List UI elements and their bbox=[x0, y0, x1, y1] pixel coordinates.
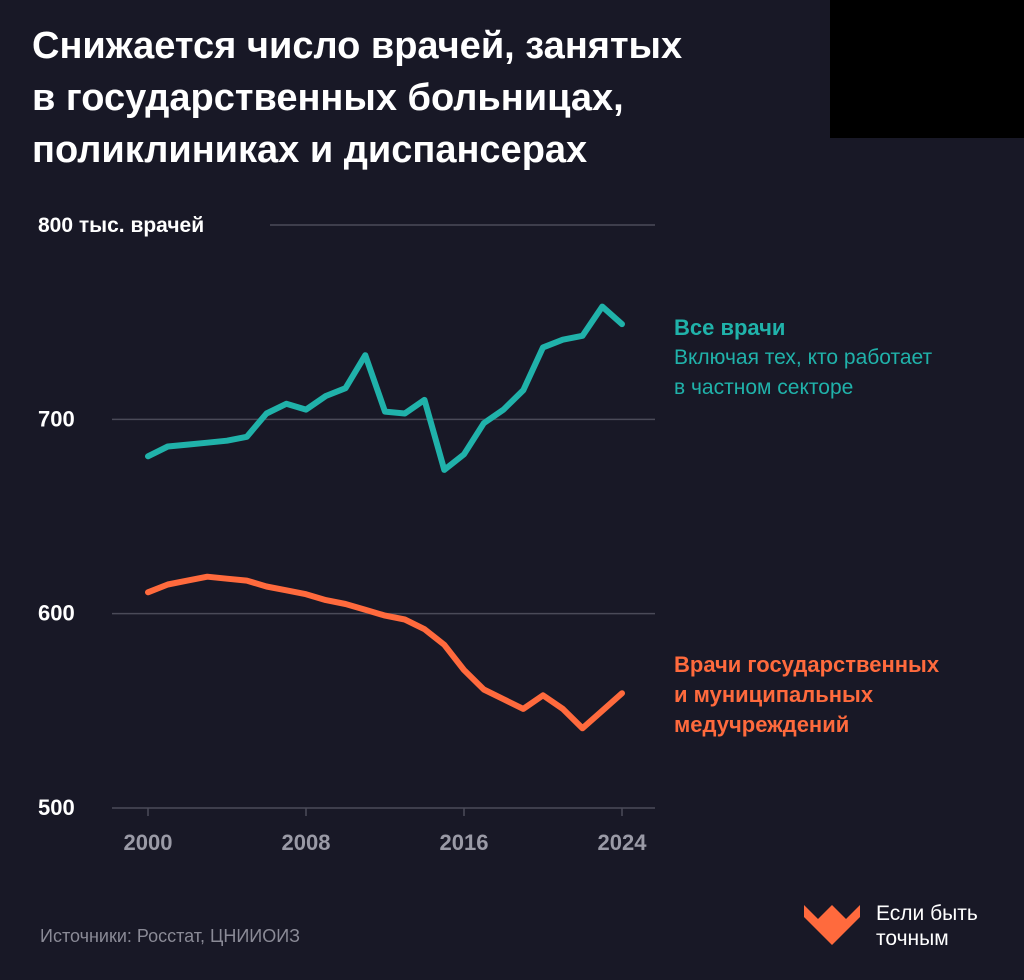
title-line-2: в государственных больницах, bbox=[32, 77, 624, 119]
y-tick-label-500: 500 bbox=[38, 795, 75, 820]
series-line-gov bbox=[145, 573, 625, 732]
legend-all-doctors: Все врачи Включая тех, кто работает в ча… bbox=[674, 313, 932, 403]
legend-gov-doctors: Врачи государственных и муниципальных ме… bbox=[674, 650, 939, 740]
legend-all-note-2: в частном секторе bbox=[674, 376, 854, 399]
y-tick-label-800: 800 тыс. врачей bbox=[38, 214, 204, 237]
title-line-1: Снижается число врачей, занятых bbox=[32, 25, 683, 67]
brand-text: Если быть точным bbox=[876, 901, 978, 951]
x-tick-label-2024: 2024 bbox=[598, 830, 648, 855]
legend-all-name: Все врачи bbox=[674, 315, 786, 340]
y-tick-label-700: 700 bbox=[38, 406, 75, 431]
brand-line-2: точным bbox=[876, 927, 949, 950]
title-line-3: поликлиниках и диспансерах bbox=[32, 129, 588, 171]
legend-gov-line-2: и муниципальных bbox=[674, 682, 874, 707]
y-tick-label-600: 600 bbox=[38, 601, 75, 626]
source-note: Источники: Росстат, ЦНИИОИЗ bbox=[40, 926, 301, 946]
legend-all-note-1: Включая тех, кто работает bbox=[674, 346, 933, 369]
chart-title: Снижается число врачей, занятых в госуда… bbox=[32, 20, 812, 176]
corner-black-block bbox=[830, 0, 1024, 138]
x-tick-labels: 2000 2008 2016 2024 bbox=[124, 808, 648, 855]
series-lines bbox=[145, 303, 625, 732]
legend-gov-line-1: Врачи государственных bbox=[674, 652, 940, 677]
series-line-all bbox=[145, 303, 625, 473]
brand-line-1: Если быть bbox=[876, 902, 978, 925]
x-tick-label-2016: 2016 bbox=[440, 830, 489, 855]
x-tick-label-2008: 2008 bbox=[282, 830, 331, 855]
legend-gov-line-3: медучреждений bbox=[674, 712, 850, 737]
x-tick-label-2000: 2000 bbox=[124, 830, 173, 855]
heart-logo-icon bbox=[804, 905, 860, 945]
y-tick-labels: 800 тыс. врачей 700 600 500 bbox=[38, 214, 204, 820]
brand[interactable]: Если быть точным bbox=[800, 895, 1000, 955]
